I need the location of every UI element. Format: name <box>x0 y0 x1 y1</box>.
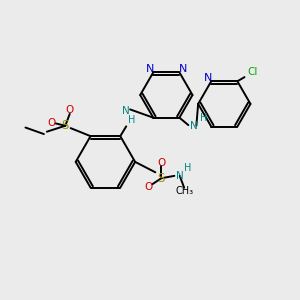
Text: N: N <box>190 121 198 131</box>
Text: N: N <box>203 73 212 83</box>
Text: N: N <box>146 64 154 74</box>
Text: N: N <box>179 64 187 74</box>
Text: O: O <box>66 105 74 115</box>
Text: O: O <box>145 182 153 192</box>
Text: H: H <box>128 115 135 125</box>
Text: CH₃: CH₃ <box>175 186 193 196</box>
Text: S: S <box>158 172 165 185</box>
Text: N: N <box>176 171 184 181</box>
Text: H: H <box>200 113 207 123</box>
Text: S: S <box>61 119 69 132</box>
Text: O: O <box>47 118 55 128</box>
Text: O: O <box>157 158 165 168</box>
Text: Cl: Cl <box>248 68 258 77</box>
Text: H: H <box>184 163 192 172</box>
Text: N: N <box>122 106 130 116</box>
